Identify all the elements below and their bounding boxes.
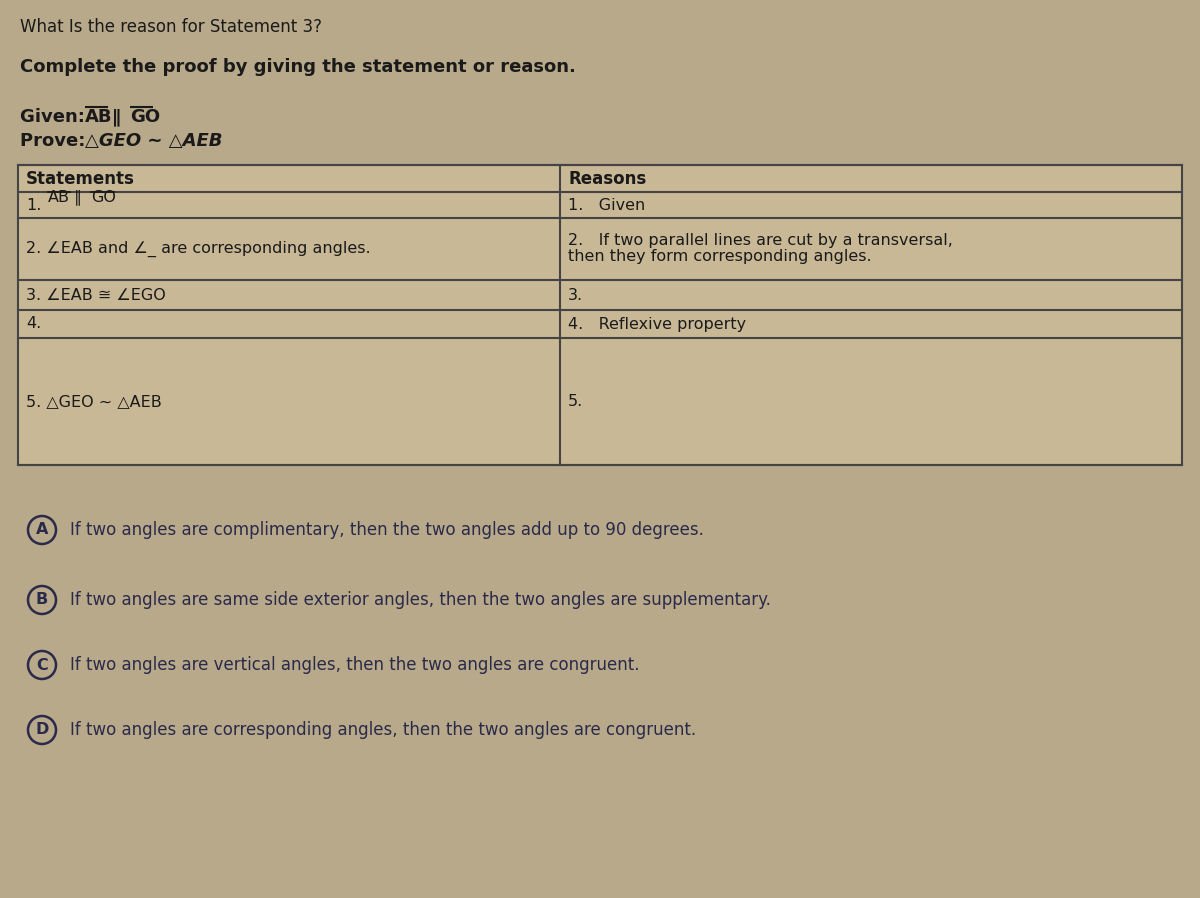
- Text: △GEO ~ △AEB: △GEO ~ △AEB: [85, 132, 222, 150]
- Text: then they form corresponding angles.: then they form corresponding angles.: [568, 250, 871, 265]
- Text: If two angles are complimentary, then the two angles add up to 90 degrees.: If two angles are complimentary, then th…: [70, 521, 704, 539]
- Text: Complete the proof by giving the statement or reason.: Complete the proof by giving the stateme…: [20, 58, 576, 76]
- Text: GO: GO: [130, 108, 160, 126]
- Text: A: A: [36, 523, 48, 538]
- Text: AB: AB: [48, 189, 70, 205]
- Text: If two angles are vertical angles, then the two angles are congruent.: If two angles are vertical angles, then …: [70, 656, 640, 674]
- Text: What Is the reason for Statement 3?: What Is the reason for Statement 3?: [20, 18, 322, 36]
- Text: 4.   Reflexive property: 4. Reflexive property: [568, 316, 746, 331]
- Text: If two angles are corresponding angles, then the two angles are congruent.: If two angles are corresponding angles, …: [70, 721, 696, 739]
- Text: 3. ∠EAB ≅ ∠EGO: 3. ∠EAB ≅ ∠EGO: [26, 287, 166, 303]
- Bar: [18, 165, 1182, 465]
- Text: ∥: ∥: [112, 108, 121, 126]
- Text: B: B: [36, 593, 48, 608]
- Text: If two angles are same side exterior angles, then the two angles are supplementa: If two angles are same side exterior ang…: [70, 591, 770, 609]
- Text: 2. ∠EAB and ∠_ are corresponding angles.: 2. ∠EAB and ∠_ are corresponding angles.: [26, 241, 371, 257]
- Text: AB: AB: [85, 108, 113, 126]
- Text: 5. △GEO ~ △AEB: 5. △GEO ~ △AEB: [26, 394, 162, 409]
- Text: 2.   If two parallel lines are cut by a transversal,: 2. If two parallel lines are cut by a tr…: [568, 233, 953, 249]
- Text: 3.: 3.: [568, 287, 583, 303]
- Text: C: C: [36, 657, 48, 673]
- Text: D: D: [35, 723, 49, 737]
- Text: 1.   Given: 1. Given: [568, 198, 646, 213]
- Text: Prove:: Prove:: [20, 132, 91, 150]
- Text: Reasons: Reasons: [568, 170, 647, 188]
- Text: 5.: 5.: [568, 394, 583, 409]
- Text: Given:: Given:: [20, 108, 91, 126]
- Text: 1.: 1.: [26, 198, 41, 213]
- Text: Statements: Statements: [26, 170, 134, 188]
- Text: ∥: ∥: [74, 189, 82, 205]
- Text: GO: GO: [91, 189, 116, 205]
- Text: 4.: 4.: [26, 316, 41, 331]
